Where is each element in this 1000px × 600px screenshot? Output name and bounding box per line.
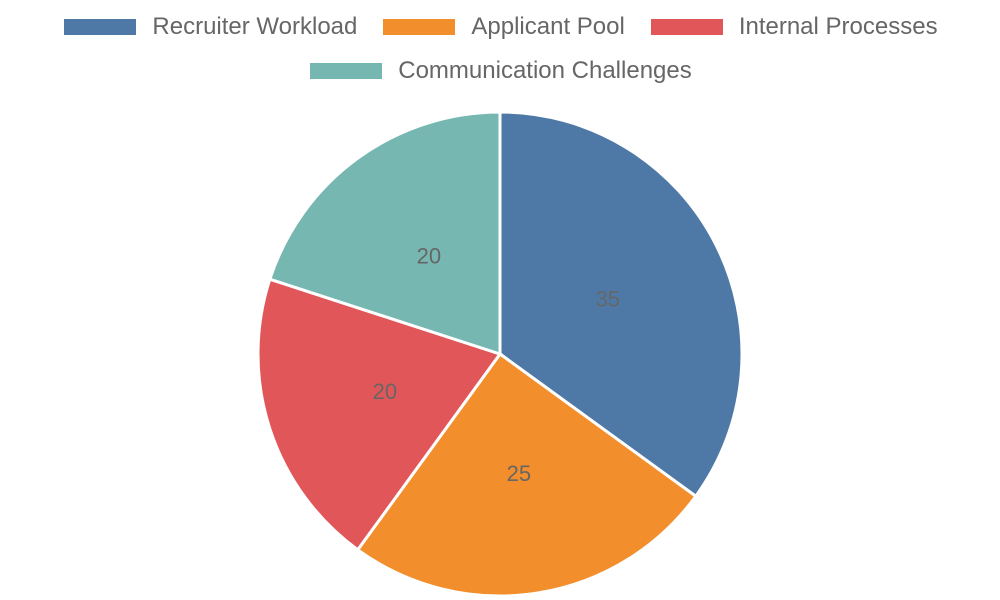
legend-label: Recruiter Workload [152, 12, 358, 40]
pie-slice[interactable] [498, 110, 744, 499]
slice-data-label: 35 [596, 287, 620, 312]
legend-item[interactable]: Applicant Pool [381, 12, 625, 41]
legend-swatch [648, 16, 725, 37]
pie-slice[interactable] [355, 351, 698, 598]
legend-label: Internal Processes [738, 12, 938, 40]
slice-data-label: 25 [507, 461, 531, 486]
legend-item[interactable]: Communication Challenges [308, 56, 692, 85]
legend-item[interactable]: Internal Processes [648, 12, 938, 41]
slice-data-label: 20 [373, 379, 397, 404]
legend-swatch [381, 16, 458, 37]
slice-data-label: 20 [417, 244, 441, 269]
legend-label: Communication Challenges [398, 56, 692, 84]
legend-item[interactable]: Recruiter Workload [62, 12, 357, 41]
legend-label: Applicant Pool [471, 12, 625, 40]
pie-slice[interactable] [256, 277, 503, 552]
pie-slice[interactable] [267, 110, 502, 357]
chart-legend: Recruiter Workload Applicant Pool Internal… [0, 12, 1000, 85]
legend-swatch [308, 60, 385, 81]
legend-swatch [62, 16, 139, 37]
